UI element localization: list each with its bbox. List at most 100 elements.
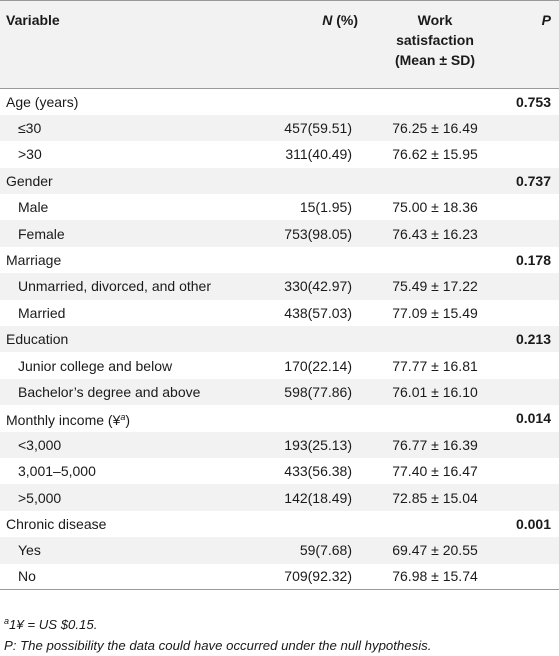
table-group-row: Gender 0.737 xyxy=(0,167,559,195)
cell-n-percent: 438(57.03) xyxy=(284,304,352,321)
footnote-currency: a1¥ = US $0.15. xyxy=(4,616,98,632)
cell-p-value xyxy=(502,352,559,378)
footnote-p-definition: P: The possibility the data could have o… xyxy=(4,638,432,653)
cell-variable: Female xyxy=(0,220,240,247)
table-row: Bachelor’s degree and above 598(77.86) 76.… xyxy=(0,378,559,406)
cell-work-satisfaction: 75.49 ± 17.22 xyxy=(368,273,502,300)
cell-n-percent xyxy=(240,167,368,195)
cell-variable: Junior college and below xyxy=(18,357,173,374)
cell-p-value xyxy=(502,194,559,220)
cell-n-percent xyxy=(240,89,368,115)
cell-n-percent: 330(42.97) xyxy=(240,273,368,300)
header-variable: Variable xyxy=(0,0,240,89)
cell-p-value: 0.014 xyxy=(515,410,551,427)
table-group-row: Age (years) 0.753 xyxy=(0,89,559,115)
cell-variable: Unmarried, divorced, and other xyxy=(0,273,240,300)
table-row: No 709(92.32) 76.98 ± 15.74 xyxy=(0,563,559,591)
cell-work-satisfaction xyxy=(368,167,502,195)
table-row: ≤30 457(59.51) 76.25 ± 16.49 xyxy=(0,114,559,142)
data-table: Variable N (%) Work satisfaction (Mean ±… xyxy=(0,0,559,591)
cell-variable: No xyxy=(0,563,240,591)
cell-variable: Male xyxy=(18,199,49,216)
cell-p-value xyxy=(502,220,559,247)
cell-n-percent: 193(25.13) xyxy=(240,431,368,458)
cell-p-value xyxy=(502,563,559,591)
cell-n-percent: 709(92.32) xyxy=(240,563,368,591)
cell-work-satisfaction xyxy=(368,511,502,537)
cell-p-value xyxy=(502,458,559,484)
cell-n-percent: 598(77.86) xyxy=(240,378,368,406)
cell-variable: Yes xyxy=(0,537,240,564)
cell-work-satisfaction xyxy=(368,89,502,115)
cell-variable: Marriage xyxy=(6,252,62,269)
cell-n-percent: 457(59.51) xyxy=(240,114,368,142)
cell-variable: 3,001–5,000 xyxy=(18,463,96,480)
cell-p-value xyxy=(502,300,559,326)
cell-p-value xyxy=(502,431,559,458)
cell-work-satisfaction: 77.40 ± 16.47 xyxy=(392,463,478,480)
cell-variable: ≤30 xyxy=(0,114,240,142)
cell-work-satisfaction: 69.47 ± 20.55 xyxy=(368,537,502,564)
cell-work-satisfaction: 72.85 ± 15.04 xyxy=(368,484,502,511)
cell-variable: Age (years) xyxy=(6,93,79,110)
cell-n-percent xyxy=(240,511,368,537)
header-n: N (%) xyxy=(240,0,368,89)
cell-p-value: 0.753 xyxy=(515,93,551,110)
table-row: Male 15(1.95) 75.00 ± 18.36 xyxy=(0,194,559,220)
cell-variable: >5,000 xyxy=(0,484,240,511)
cell-variable: Chronic disease xyxy=(6,515,107,532)
cell-p-value: 0.178 xyxy=(515,252,551,269)
cell-work-satisfaction: 77.09 ± 15.49 xyxy=(392,304,478,321)
cell-work-satisfaction: 76.77 ± 16.39 xyxy=(368,431,502,458)
cell-work-satisfaction: 76.98 ± 15.74 xyxy=(368,563,502,591)
cell-n-percent: 170(22.14) xyxy=(284,357,352,374)
table-body: Age (years) 0.753 ≤30 457(59.51) 76.25 ± 16.… xyxy=(0,89,559,591)
table-row: >5,000 142(18.49) 72.85 ± 15.04 xyxy=(0,484,559,511)
cell-variable: Bachelor’s degree and above xyxy=(0,378,240,406)
cell-p-value xyxy=(502,378,559,406)
footnotes: a1¥ = US $0.15. P: The possibility the d… xyxy=(4,611,554,656)
table-group-row: Monthly income (¥a) 0.014 xyxy=(0,405,559,431)
cell-n-percent: 59(7.68) xyxy=(240,537,368,564)
cell-variable: Education xyxy=(0,326,240,353)
header-p: P xyxy=(502,0,559,89)
cell-variable: Monthly income (¥a) xyxy=(6,411,131,428)
cell-variable: Married xyxy=(18,304,66,321)
cell-work-satisfaction: 76.62 ± 15.95 xyxy=(392,146,478,163)
table-row: Junior college and below 170(22.14) 77.77 … xyxy=(0,352,559,378)
cell-p-value: 0.213 xyxy=(502,326,559,353)
cell-work-satisfaction xyxy=(368,405,502,431)
table-row: 3,001–5,000 433(56.38) 77.40 ± 16.47 xyxy=(0,458,559,484)
cell-variable: <3,000 xyxy=(0,431,240,458)
table-row: <3,000 193(25.13) 76.77 ± 16.39 xyxy=(0,431,559,458)
cell-variable: >30 xyxy=(18,146,42,163)
cell-work-satisfaction: 75.00 ± 18.36 xyxy=(392,199,478,216)
cell-n-percent: 433(56.38) xyxy=(284,463,352,480)
cell-work-satisfaction: 77.77 ± 16.81 xyxy=(392,357,478,374)
cell-n-percent xyxy=(240,247,368,273)
cell-work-satisfaction xyxy=(368,247,502,273)
table-row: Yes 59(7.68) 69.47 ± 20.55 xyxy=(0,537,559,564)
cell-p-value: 0.001 xyxy=(515,515,551,532)
table-group-row: Education 0.213 xyxy=(0,326,559,353)
cell-p-value xyxy=(502,484,559,511)
cell-work-satisfaction xyxy=(368,326,502,353)
table-row: Female 753(98.05) 76.43 ± 16.23 xyxy=(0,220,559,247)
cell-n-percent: 15(1.95) xyxy=(299,199,352,216)
cell-work-satisfaction: 76.01 ± 16.10 xyxy=(368,378,502,406)
header-work-satisfaction: Work satisfaction (Mean ± SD) xyxy=(368,0,502,89)
cell-p-value xyxy=(502,273,559,300)
cell-n-percent: 311(40.49) xyxy=(285,146,352,163)
cell-p-value: 0.737 xyxy=(502,167,559,195)
cell-n-percent xyxy=(240,405,368,431)
cell-p-value xyxy=(502,141,559,167)
cell-work-satisfaction: 76.43 ± 16.23 xyxy=(368,220,502,247)
table-group-row: Chronic disease 0.001 xyxy=(0,511,559,537)
cell-n-percent: 142(18.49) xyxy=(240,484,368,511)
cell-n-percent xyxy=(240,326,368,353)
header-row: Variable N (%) Work satisfaction (Mean ±… xyxy=(0,0,559,89)
cell-work-satisfaction: 76.25 ± 16.49 xyxy=(368,114,502,142)
table-row: >30 311(40.49) 76.62 ± 15.95 xyxy=(0,141,559,167)
table-group-row: Marriage 0.178 xyxy=(0,247,559,273)
